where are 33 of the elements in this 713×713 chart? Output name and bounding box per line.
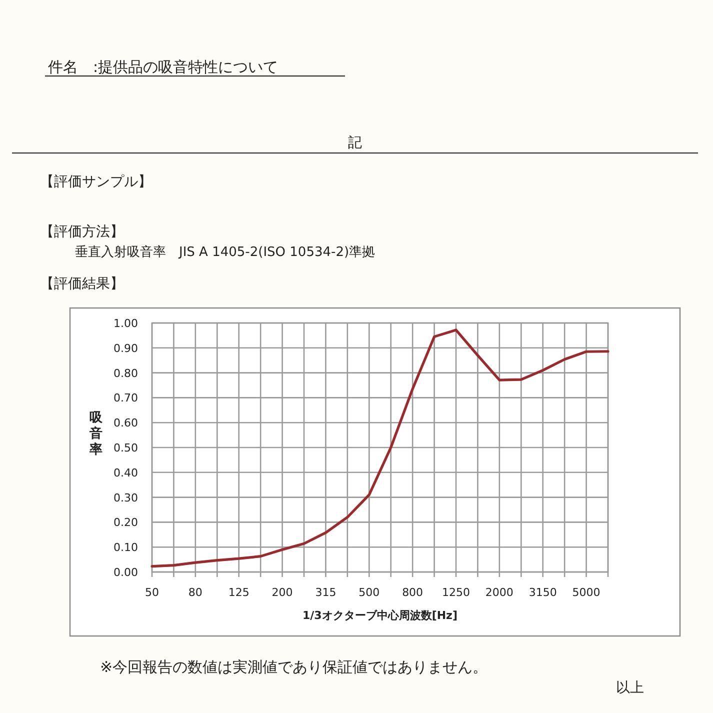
text: 記 [348,135,362,151]
x-axis-title: 1/3オクターブ中心周波数[Hz] [302,609,458,622]
y-tick-label: 0.90 [114,342,138,355]
text: 【評価結果】 [40,276,124,292]
x-tick-label: 80 [188,586,202,599]
x-tick-label: 125 [228,586,250,599]
text: 以上 [616,680,644,696]
y-tick-label: 0.30 [114,491,138,504]
y-tick-label: 0.80 [114,366,138,380]
y-tick-label: 0.50 [114,442,138,454]
chart-title: 件名 :提供品の吸音特性について [48,58,278,76]
x-tick-label: 200 [272,586,293,599]
x-tick-label: 50 [145,586,159,599]
x-tick-label: 2000 [485,586,514,599]
text: 【評価方法】 [40,224,124,240]
x-tick-label: 315 [315,586,336,599]
y-tick-label: 0.40 [114,466,138,480]
line-series [150,328,610,568]
y-tick-label: 0.70 [114,392,138,405]
x-tick-label: 5000 [572,586,600,599]
y-tick-label: 0.00 [114,566,138,579]
text: ※今回報告の数値は実測値であり保証値ではありません。 [100,658,488,676]
y-axis-title: 吸音率 [88,410,104,458]
y-tick-label: 1.00 [114,317,138,330]
x-tick-label: 1250 [442,586,470,599]
y-tick-label: 0.20 [114,516,138,530]
x-tick-label: 500 [358,586,380,599]
y-tick-label: 0.60 [114,416,138,430]
x-tick-label: 3150 [528,586,557,599]
text: 垂直入射吸音率 JIS A 1405-2(ISO 10534-2)準拠 [75,244,376,260]
y-tick-label: 0.10 [114,541,138,554]
x-tick-label: 800 [402,586,424,599]
text: 【評価サンプル】 [40,174,152,190]
